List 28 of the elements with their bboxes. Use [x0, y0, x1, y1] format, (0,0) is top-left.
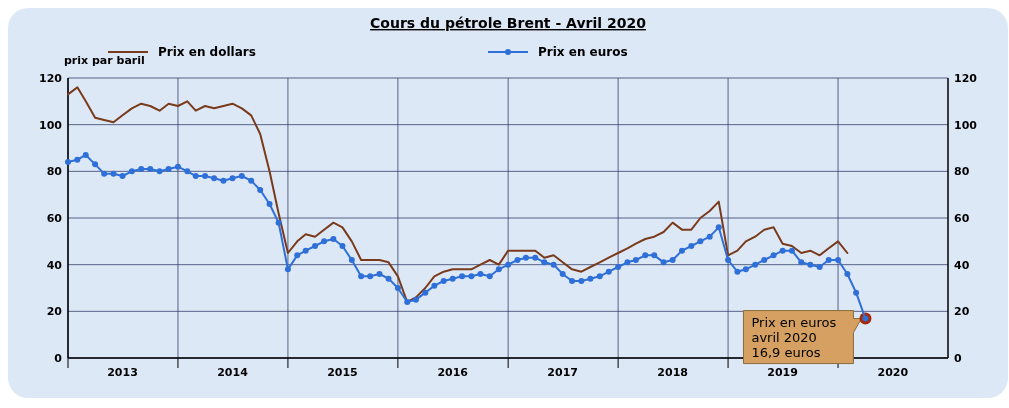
y-tick-label: 120 [39, 72, 63, 85]
x-tick-label: 2016 [437, 366, 469, 379]
y-axis-title: prix par baril [64, 54, 145, 67]
legend-label: Prix en euros [538, 45, 628, 59]
y-tick-label: 60 [46, 212, 63, 225]
y2-tick-label: 0 [954, 352, 962, 365]
chart-title: Cours du pétrole Brent - Avril 2020 [370, 15, 647, 31]
y-tick-label: 80 [46, 165, 63, 179]
annotation: Prix en euros avril 2020 16,9 euros [751, 314, 837, 360]
x-tick-label: 2020 [877, 366, 909, 379]
x-tick-label: 2013 [107, 366, 138, 379]
y-tick-label: 0 [54, 352, 63, 365]
y2-tick-label: 60 [954, 212, 970, 225]
x-tick-label: 2017 [547, 366, 578, 379]
legend-label: Prix en dollars [158, 45, 256, 59]
line-series [67, 86, 849, 303]
y-tick-label: 20 [46, 305, 63, 319]
y2-tick-label: 40 [954, 258, 970, 272]
y2-tick-label: 120 [954, 72, 978, 85]
y2-tick-label: 20 [954, 305, 970, 319]
y-tick-label: 100 [39, 118, 63, 132]
x-tick-label: 2018 [657, 366, 688, 379]
y2-tick-label: 100 [954, 118, 978, 132]
x-tick-label: 2014 [217, 366, 249, 379]
x-tick-label: 2019 [767, 366, 798, 379]
x-tick-label: 2015 [327, 366, 358, 379]
y-tick-label: 40 [46, 258, 63, 272]
y2-tick-label: 80 [954, 165, 970, 179]
